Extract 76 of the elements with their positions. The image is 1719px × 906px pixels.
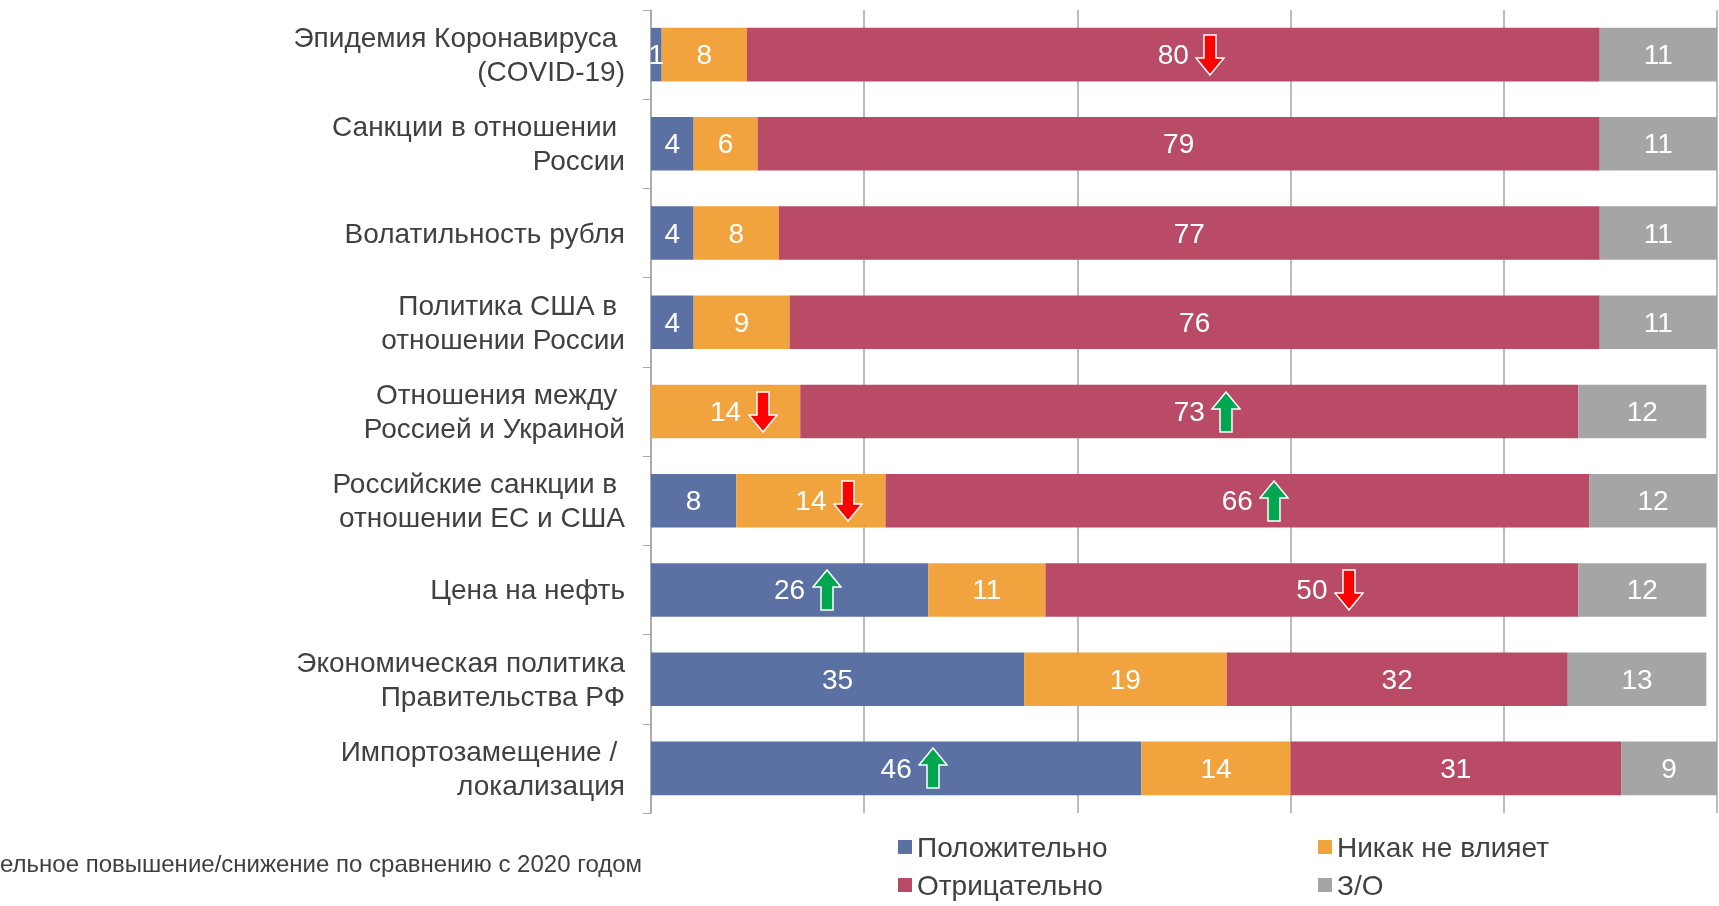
bar: [757, 117, 1600, 171]
y-tick-label: Импортозамещение / локализация: [340, 735, 625, 801]
bar: [928, 563, 1046, 617]
data-label: 32: [1381, 663, 1413, 695]
y-tick-label: Отношения между Россией и Украиной: [363, 379, 625, 444]
y-tick-label: Политика США в отношении России: [381, 289, 625, 355]
bar: [651, 652, 1025, 706]
data-label: 11: [1643, 217, 1673, 249]
bar: [651, 384, 801, 439]
y-tick-label: Экономическая политика Правительства РФ: [296, 646, 626, 712]
bar: [1290, 741, 1622, 796]
data-label: 66: [1221, 485, 1253, 517]
y-tick-label: Российские санкции в отношении ЕС и США: [332, 468, 626, 534]
data-label: 9: [1661, 752, 1677, 784]
data-label: 26: [774, 574, 806, 606]
bar: [1024, 652, 1227, 706]
data-label: 12: [1637, 485, 1669, 517]
data-label: 80: [1157, 39, 1189, 71]
data-label: 9: [733, 306, 750, 338]
bar: [693, 206, 779, 260]
data-label: 73: [1173, 396, 1205, 427]
bar: [1045, 563, 1579, 617]
data-label: 13: [1621, 663, 1653, 695]
legend-label: З/О: [1337, 869, 1384, 901]
bar: [736, 473, 886, 528]
legend-label: Отрицательно: [917, 869, 1103, 901]
bar: [789, 295, 1600, 350]
bar: [746, 27, 1600, 82]
bar: [651, 206, 694, 260]
bar: [651, 563, 929, 617]
data-label: 19: [1109, 663, 1141, 695]
text: ельное повышение/снижение по сравнению с 2020 годом: [0, 850, 643, 878]
data-label: 14: [795, 485, 827, 517]
bar: [1578, 563, 1707, 617]
bar: [1567, 652, 1707, 706]
data-label: 35: [821, 663, 854, 695]
data-label: 8: [728, 217, 745, 249]
y-tick-label: Санкции в отношении России: [332, 111, 625, 177]
y-tick-label: Волатильность рубля: [344, 217, 625, 249]
bar: [778, 206, 1600, 260]
data-label: 31: [1440, 752, 1472, 784]
data-label: 8: [685, 485, 702, 517]
bar: [800, 384, 1579, 439]
y-tick-label: Цена на нефть: [430, 574, 625, 606]
data-label: 4: [664, 128, 681, 160]
bar: [651, 473, 737, 528]
data-label: 4: [664, 217, 681, 249]
data-label: 77: [1173, 217, 1205, 249]
legend-label: Положительно: [917, 831, 1108, 863]
data-label: 14: [1200, 752, 1232, 784]
legend-label: Никак не влияет: [1337, 831, 1550, 863]
data-label: 6: [717, 128, 734, 160]
data-label: 11: [972, 574, 1002, 606]
bar: [661, 27, 747, 82]
data-label: 12: [1626, 574, 1658, 606]
data-label: 46: [880, 752, 912, 784]
data-label: 50: [1296, 574, 1328, 606]
y-tick-label: Эпидемия Коронавируса (COVID-19): [293, 22, 625, 88]
bar: [693, 295, 790, 350]
data-label: 12: [1626, 396, 1658, 427]
bar: [693, 117, 758, 171]
bar: [885, 473, 1590, 528]
data-label: 14: [710, 396, 742, 427]
bar: [1578, 384, 1707, 439]
bar: [1226, 652, 1568, 706]
data-label: 11: [1643, 128, 1673, 160]
data-label: 11: [1643, 39, 1673, 71]
data-label: 79: [1163, 128, 1195, 160]
bar: [651, 117, 694, 171]
bar: [1141, 741, 1291, 796]
bar: [651, 295, 694, 350]
data-label: 11: [1643, 306, 1673, 338]
data-label: 76: [1179, 306, 1211, 338]
data-label: 4: [664, 306, 681, 338]
data-label: 8: [696, 39, 713, 71]
bar: [651, 741, 1142, 796]
